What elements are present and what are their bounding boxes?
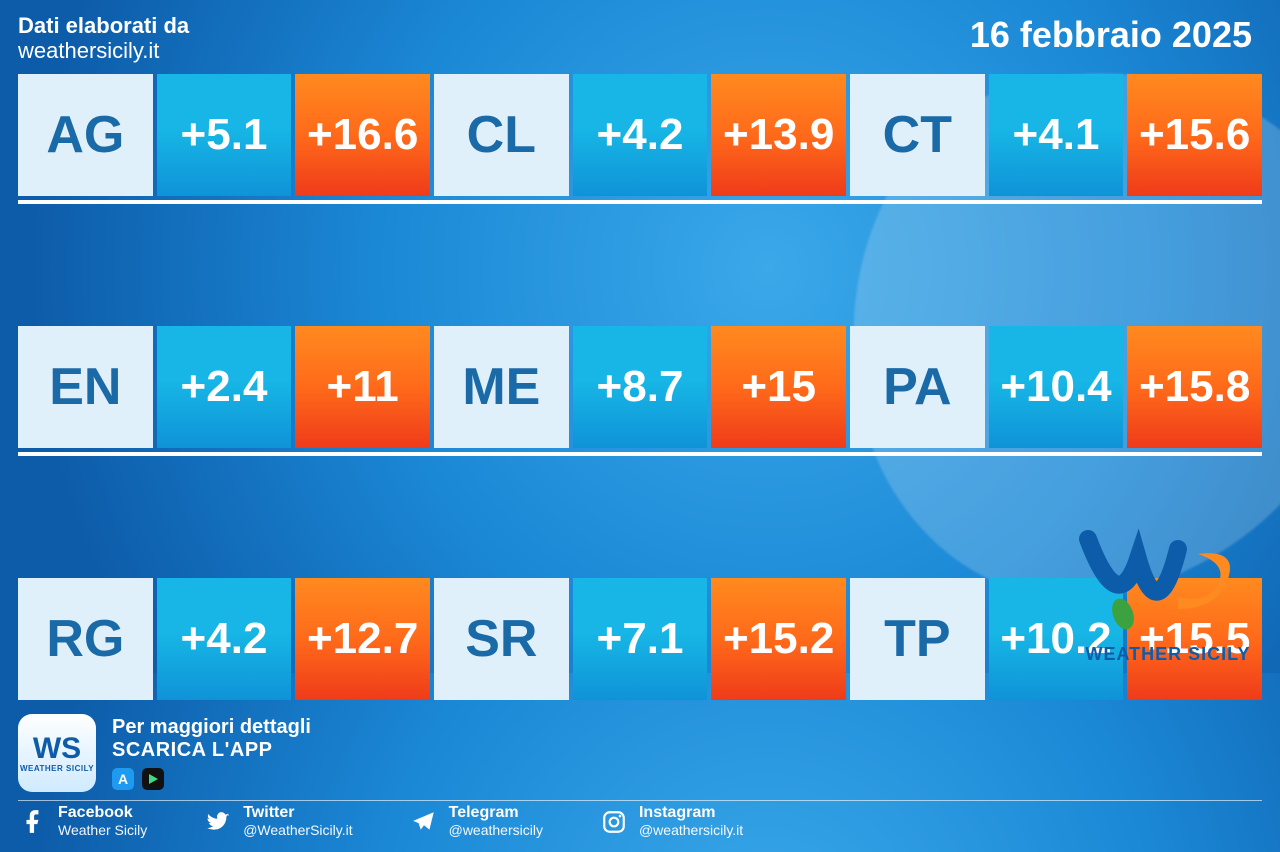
social-handle: @WeatherSicily.it bbox=[243, 822, 352, 838]
social-telegram[interactable]: Telegram@weathersicily bbox=[409, 805, 543, 838]
social-name: Facebook bbox=[58, 805, 147, 822]
temp-high: +13.9 bbox=[711, 74, 846, 196]
province-code: EN bbox=[18, 326, 153, 448]
promo-line-1: Per maggiori dettagli bbox=[112, 716, 311, 739]
promo-line-2: SCARICA L'APP bbox=[112, 739, 311, 762]
app-badge-sub: WEATHER SICILY bbox=[20, 764, 94, 773]
social-row: FacebookWeather Sicily Twitter@WeatherSic… bbox=[0, 803, 1280, 852]
social-instagram[interactable]: Instagram@weathersicily.it bbox=[599, 805, 743, 838]
temp-low: +4.2 bbox=[157, 578, 292, 700]
social-handle: Weather Sicily bbox=[58, 822, 147, 838]
province-code: SR bbox=[434, 578, 569, 700]
playstore-icon[interactable] bbox=[142, 768, 164, 790]
social-facebook[interactable]: FacebookWeather Sicily bbox=[18, 805, 147, 838]
temp-low: +2.4 bbox=[157, 326, 292, 448]
temp-low: +5.1 bbox=[157, 74, 292, 196]
social-name: Instagram bbox=[639, 805, 743, 822]
appstore-icon[interactable]: A bbox=[112, 768, 134, 790]
brand-caption: WEATHER SICILY bbox=[1078, 644, 1258, 665]
header: Dati elaborati da weathersicily.it 16 fe… bbox=[0, 0, 1280, 68]
province-code: PA bbox=[850, 326, 985, 448]
temp-high: +16.6 bbox=[295, 74, 430, 196]
temp-low: +10.4 bbox=[989, 326, 1124, 448]
row-separator bbox=[18, 452, 1262, 456]
social-twitter[interactable]: Twitter@WeatherSicily.it bbox=[203, 805, 352, 838]
date: 16 febbraio 2025 bbox=[970, 14, 1252, 56]
province-code: CT bbox=[850, 74, 985, 196]
telegram-icon bbox=[409, 807, 439, 837]
app-badge-text: WS bbox=[33, 734, 81, 764]
source-label: Dati elaborati da bbox=[18, 14, 189, 38]
facebook-icon bbox=[18, 807, 48, 837]
temp-low: +8.7 bbox=[573, 326, 708, 448]
app-promo: WS WEATHER SICILY Per maggiori dettagli … bbox=[0, 700, 1280, 798]
temp-high: +15.8 bbox=[1127, 326, 1262, 448]
province-code: AG bbox=[18, 74, 153, 196]
twitter-icon bbox=[203, 807, 233, 837]
social-handle: @weathersicily bbox=[449, 822, 543, 838]
temp-low: +4.1 bbox=[989, 74, 1124, 196]
row-separator bbox=[18, 200, 1262, 204]
social-handle: @weathersicily.it bbox=[639, 822, 743, 838]
divider bbox=[18, 800, 1262, 801]
source-site: weathersicily.it bbox=[18, 38, 189, 64]
social-name: Telegram bbox=[449, 805, 543, 822]
province-code: RG bbox=[18, 578, 153, 700]
app-badge: WS WEATHER SICILY bbox=[18, 714, 96, 792]
temp-high: +15 bbox=[711, 326, 846, 448]
province-code: ME bbox=[434, 326, 569, 448]
social-name: Twitter bbox=[243, 805, 352, 822]
temp-low: +4.2 bbox=[573, 74, 708, 196]
temp-low: +7.1 bbox=[573, 578, 708, 700]
province-code: TP bbox=[850, 578, 985, 700]
temp-high: +15.2 bbox=[711, 578, 846, 700]
temp-high: +12.7 bbox=[295, 578, 430, 700]
temp-high: +11 bbox=[295, 326, 430, 448]
province-code: CL bbox=[434, 74, 569, 196]
temp-high: +15.6 bbox=[1127, 74, 1262, 196]
instagram-icon bbox=[599, 807, 629, 837]
brand-logo: WEATHER SICILY bbox=[1078, 519, 1258, 665]
